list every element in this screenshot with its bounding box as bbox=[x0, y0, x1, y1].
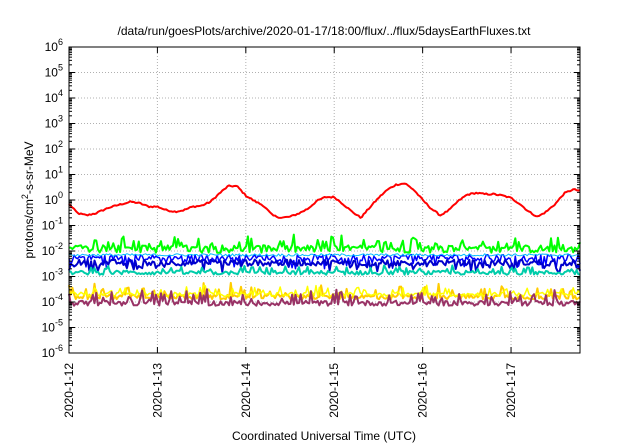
x-tick-label: 2020-1-14 bbox=[239, 363, 253, 418]
y-axis: 10-6 10-5 10-4 10-3 10-2 10-1 100 101 102 103 104 1… bbox=[42, 37, 580, 360]
y-tick-label: 103 bbox=[45, 114, 63, 131]
series-line-7 bbox=[68, 281, 581, 301]
series-line-9 bbox=[68, 288, 581, 307]
series-line-8 bbox=[68, 284, 581, 298]
series-layer bbox=[68, 182, 581, 307]
y-tick-label: 10-4 bbox=[42, 292, 63, 309]
y-tick-label: 102 bbox=[45, 139, 63, 156]
y-axis-label: protons/cm2-s-sr-MeV bbox=[20, 141, 36, 258]
y-tick-label: 10-2 bbox=[42, 241, 63, 258]
x-tick-label: 2020-1-12 bbox=[62, 363, 76, 418]
y-tick-label: 10-6 bbox=[42, 343, 63, 360]
x-tick-label: 2020-1-13 bbox=[150, 363, 164, 418]
series-line-6 bbox=[68, 253, 580, 257]
y-tick-label: 10-1 bbox=[42, 216, 63, 233]
x-tick-label: 2020-1-17 bbox=[504, 363, 518, 418]
series-line-3 bbox=[68, 253, 581, 270]
y-tick-label: 10-3 bbox=[42, 267, 63, 284]
series-line-4 bbox=[68, 258, 581, 274]
y-tick-label: 101 bbox=[45, 165, 63, 182]
chart-title: /data/run/goesPlots/archive/2020-01-17/1… bbox=[118, 24, 532, 38]
y-tick-label: 104 bbox=[45, 88, 63, 105]
x-axis: 2020-1-12 2020-1-13 2020-1-14 2020-1-15 2020… bbox=[62, 47, 518, 418]
series-line-5 bbox=[68, 264, 581, 276]
y-tick-label: 106 bbox=[45, 37, 63, 54]
grid bbox=[69, 47, 580, 353]
y-tick-label: 10-5 bbox=[42, 318, 63, 335]
x-axis-label: Coordinated Universal Time (UTC) bbox=[232, 429, 416, 443]
x-tick-label: 2020-1-15 bbox=[327, 363, 341, 418]
x-tick-label: 2020-1-16 bbox=[416, 363, 430, 418]
y-tick-label: 105 bbox=[45, 63, 63, 80]
y-tick-label: 100 bbox=[45, 190, 63, 207]
series-line-2 bbox=[69, 233, 581, 254]
series-line-1 bbox=[68, 182, 581, 219]
